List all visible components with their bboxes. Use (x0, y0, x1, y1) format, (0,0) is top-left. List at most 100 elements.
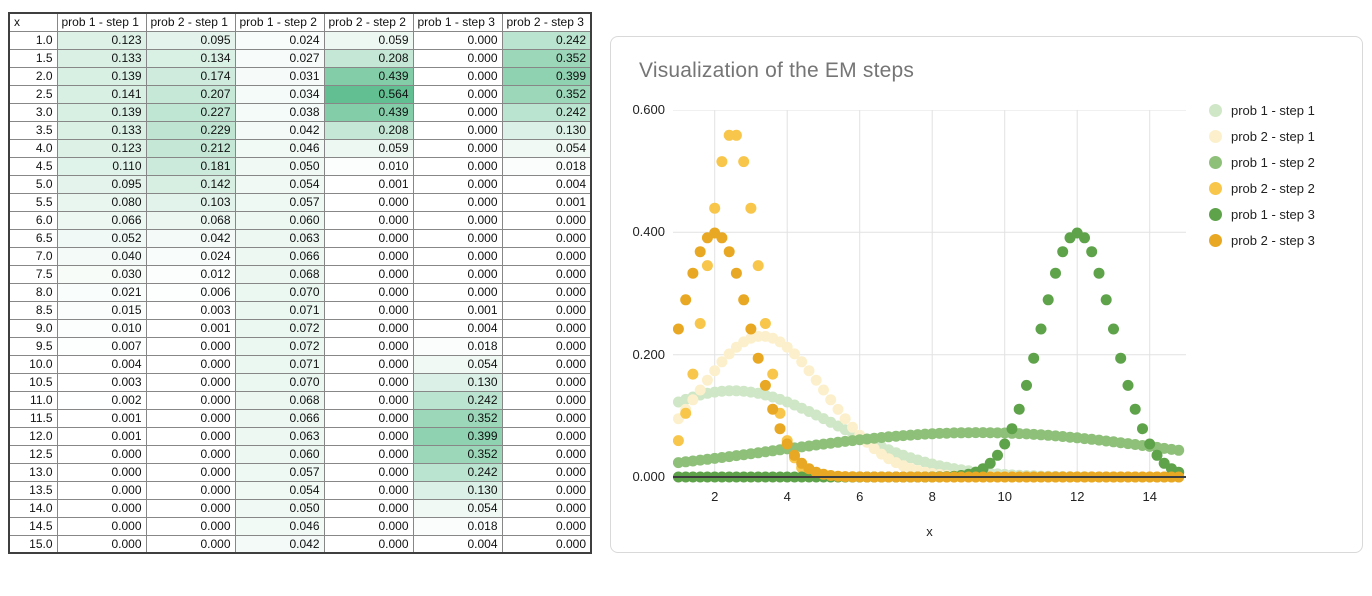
value-cell[interactable]: 0.000 (323, 426, 414, 446)
column-header[interactable]: prob 2 - step 2 (323, 12, 414, 32)
x-cell[interactable]: 1.0 (8, 30, 58, 50)
value-cell[interactable]: 0.001 (501, 192, 592, 212)
x-cell[interactable]: 6.0 (8, 210, 58, 230)
value-cell[interactable]: 0.352 (501, 48, 592, 68)
column-header[interactable]: prob 1 - step 1 (56, 12, 147, 32)
value-cell[interactable]: 0.000 (323, 534, 414, 554)
legend-item[interactable]: prob 2 - step 3 (1209, 227, 1315, 253)
value-cell[interactable]: 0.000 (501, 426, 592, 446)
value-cell[interactable]: 0.072 (234, 318, 325, 338)
value-cell[interactable]: 0.068 (145, 210, 236, 230)
x-cell[interactable]: 9.5 (8, 336, 58, 356)
value-cell[interactable]: 0.352 (501, 84, 592, 104)
value-cell[interactable]: 0.012 (145, 264, 236, 284)
value-cell[interactable]: 0.057 (234, 462, 325, 482)
value-cell[interactable]: 0.000 (412, 84, 503, 104)
x-cell[interactable]: 1.5 (8, 48, 58, 68)
value-cell[interactable]: 0.208 (323, 48, 414, 68)
value-cell[interactable]: 0.000 (323, 390, 414, 410)
x-cell[interactable]: 13.5 (8, 480, 58, 500)
value-cell[interactable]: 0.004 (56, 354, 147, 374)
value-cell[interactable]: 0.000 (501, 282, 592, 302)
chart-plot-area[interactable] (672, 109, 1186, 484)
x-cell[interactable]: 13.0 (8, 462, 58, 482)
value-cell[interactable]: 0.054 (412, 498, 503, 518)
x-cell[interactable]: 4.5 (8, 156, 58, 176)
value-cell[interactable]: 0.352 (412, 444, 503, 464)
value-cell[interactable]: 0.134 (145, 48, 236, 68)
value-cell[interactable]: 0.000 (412, 264, 503, 284)
value-cell[interactable]: 0.000 (323, 318, 414, 338)
value-cell[interactable]: 0.001 (412, 300, 503, 320)
value-cell[interactable]: 0.054 (501, 138, 592, 158)
value-cell[interactable]: 0.040 (56, 246, 147, 266)
value-cell[interactable]: 0.000 (145, 408, 236, 428)
value-cell[interactable]: 0.000 (323, 480, 414, 500)
value-cell[interactable]: 0.059 (323, 138, 414, 158)
value-cell[interactable]: 0.103 (145, 192, 236, 212)
value-cell[interactable]: 0.000 (323, 228, 414, 248)
value-cell[interactable]: 0.000 (501, 354, 592, 374)
value-cell[interactable]: 0.095 (56, 174, 147, 194)
value-cell[interactable]: 0.139 (56, 102, 147, 122)
value-cell[interactable]: 0.000 (323, 444, 414, 464)
value-cell[interactable]: 0.000 (412, 228, 503, 248)
value-cell[interactable]: 0.242 (412, 390, 503, 410)
x-cell[interactable]: 8.5 (8, 300, 58, 320)
x-cell[interactable]: 8.0 (8, 282, 58, 302)
value-cell[interactable]: 0.000 (323, 354, 414, 374)
value-cell[interactable]: 0.000 (501, 336, 592, 356)
value-cell[interactable]: 0.007 (56, 336, 147, 356)
value-cell[interactable]: 0.000 (145, 480, 236, 500)
value-cell[interactable]: 0.000 (501, 300, 592, 320)
value-cell[interactable]: 0.024 (145, 246, 236, 266)
value-cell[interactable]: 0.000 (145, 444, 236, 464)
value-cell[interactable]: 0.050 (234, 498, 325, 518)
value-cell[interactable]: 0.000 (145, 498, 236, 518)
value-cell[interactable]: 0.130 (501, 120, 592, 140)
value-cell[interactable]: 0.000 (323, 462, 414, 482)
value-cell[interactable]: 0.001 (145, 318, 236, 338)
value-cell[interactable]: 0.000 (323, 498, 414, 518)
value-cell[interactable]: 0.000 (323, 300, 414, 320)
value-cell[interactable]: 0.110 (56, 156, 147, 176)
value-cell[interactable]: 0.141 (56, 84, 147, 104)
value-cell[interactable]: 0.000 (145, 516, 236, 536)
x-cell[interactable]: 7.5 (8, 264, 58, 284)
value-cell[interactable]: 0.054 (234, 174, 325, 194)
column-header[interactable]: prob 2 - step 1 (145, 12, 236, 32)
value-cell[interactable]: 0.000 (501, 516, 592, 536)
value-cell[interactable]: 0.352 (412, 408, 503, 428)
value-cell[interactable]: 0.000 (412, 120, 503, 140)
value-cell[interactable]: 0.095 (145, 30, 236, 50)
x-cell[interactable]: 10.5 (8, 372, 58, 392)
x-cell[interactable]: 9.0 (8, 318, 58, 338)
value-cell[interactable]: 0.042 (145, 228, 236, 248)
value-cell[interactable]: 0.071 (234, 300, 325, 320)
legend-item[interactable]: prob 2 - step 2 (1209, 175, 1315, 201)
value-cell[interactable]: 0.046 (234, 138, 325, 158)
value-cell[interactable]: 0.123 (56, 138, 147, 158)
value-cell[interactable]: 0.207 (145, 84, 236, 104)
column-header[interactable]: x (8, 12, 58, 32)
value-cell[interactable]: 0.399 (501, 66, 592, 86)
value-cell[interactable]: 0.000 (145, 534, 236, 554)
value-cell[interactable]: 0.399 (412, 426, 503, 446)
value-cell[interactable]: 0.021 (56, 282, 147, 302)
value-cell[interactable]: 0.015 (56, 300, 147, 320)
value-cell[interactable]: 0.242 (412, 462, 503, 482)
value-cell[interactable]: 0.564 (323, 84, 414, 104)
value-cell[interactable]: 0.000 (145, 372, 236, 392)
value-cell[interactable]: 0.027 (234, 48, 325, 68)
value-cell[interactable]: 0.000 (412, 192, 503, 212)
value-cell[interactable]: 0.000 (56, 498, 147, 518)
series-dots-prob-2-step-3[interactable] (672, 227, 1185, 483)
value-cell[interactable]: 0.000 (323, 408, 414, 428)
value-cell[interactable]: 0.000 (412, 246, 503, 266)
value-cell[interactable]: 0.034 (234, 84, 325, 104)
value-cell[interactable]: 0.050 (234, 156, 325, 176)
value-cell[interactable]: 0.060 (234, 444, 325, 464)
legend-item[interactable]: prob 1 - step 1 (1209, 97, 1315, 123)
chart-title[interactable]: Visualization of the EM steps (639, 59, 915, 82)
value-cell[interactable]: 0.000 (412, 156, 503, 176)
